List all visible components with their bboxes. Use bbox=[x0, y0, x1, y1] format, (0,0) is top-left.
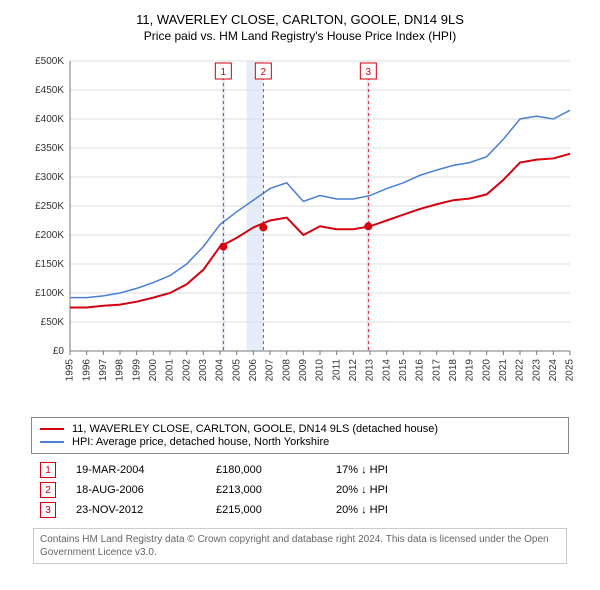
sale-diff: 20% ↓ HPI bbox=[336, 504, 436, 516]
svg-text:£0: £0 bbox=[53, 346, 65, 357]
sale-marker-box: 2 bbox=[40, 482, 56, 498]
sale-date: 18-AUG-2006 bbox=[76, 484, 196, 496]
svg-text:2002: 2002 bbox=[181, 359, 192, 382]
svg-text:£200K: £200K bbox=[35, 230, 64, 241]
legend-swatch bbox=[40, 428, 64, 430]
sale-diff: 17% ↓ HPI bbox=[336, 464, 436, 476]
svg-text:2003: 2003 bbox=[198, 359, 209, 382]
page-subtitle: Price paid vs. HM Land Registry's House … bbox=[10, 29, 590, 43]
svg-text:2000: 2000 bbox=[148, 359, 159, 382]
svg-text:2017: 2017 bbox=[431, 359, 442, 382]
svg-text:2024: 2024 bbox=[548, 359, 559, 382]
svg-text:2022: 2022 bbox=[515, 359, 526, 382]
svg-text:2006: 2006 bbox=[248, 359, 259, 382]
svg-text:2008: 2008 bbox=[281, 359, 292, 382]
svg-text:2023: 2023 bbox=[531, 359, 542, 382]
svg-text:2018: 2018 bbox=[448, 359, 459, 382]
sale-row: 3 23-NOV-2012 £215,000 20% ↓ HPI bbox=[40, 502, 560, 518]
page-title: 11, WAVERLEY CLOSE, CARLTON, GOOLE, DN14… bbox=[10, 12, 590, 27]
svg-text:£450K: £450K bbox=[35, 85, 64, 96]
svg-text:2015: 2015 bbox=[398, 359, 409, 382]
svg-text:£350K: £350K bbox=[35, 143, 64, 154]
svg-text:£100K: £100K bbox=[35, 288, 64, 299]
svg-text:2014: 2014 bbox=[381, 359, 392, 382]
svg-text:2007: 2007 bbox=[265, 359, 276, 382]
svg-text:£500K: £500K bbox=[35, 56, 64, 67]
svg-text:1995: 1995 bbox=[65, 359, 76, 382]
svg-text:2011: 2011 bbox=[331, 359, 342, 381]
svg-text:1996: 1996 bbox=[81, 359, 92, 382]
chart-legend: 11, WAVERLEY CLOSE, CARLTON, GOOLE, DN14… bbox=[31, 417, 569, 454]
svg-text:2019: 2019 bbox=[465, 359, 476, 382]
sales-table: 1 19-MAR-2004 £180,000 17% ↓ HPI 2 18-AUG-200… bbox=[40, 462, 560, 518]
sale-marker-box: 1 bbox=[40, 462, 56, 478]
sale-date: 23-NOV-2012 bbox=[76, 504, 196, 516]
svg-text:2012: 2012 bbox=[348, 359, 359, 382]
svg-text:2010: 2010 bbox=[315, 359, 326, 382]
svg-text:2005: 2005 bbox=[231, 359, 242, 382]
svg-text:£250K: £250K bbox=[35, 201, 64, 212]
legend-item: 11, WAVERLEY CLOSE, CARLTON, GOOLE, DN14… bbox=[40, 423, 560, 435]
svg-text:1997: 1997 bbox=[98, 359, 109, 382]
svg-text:2004: 2004 bbox=[215, 359, 226, 382]
svg-text:2016: 2016 bbox=[415, 359, 426, 382]
svg-text:1999: 1999 bbox=[131, 359, 142, 382]
footer-note: Contains HM Land Registry data © Crown c… bbox=[33, 528, 567, 564]
svg-text:£150K: £150K bbox=[35, 259, 64, 270]
sale-marker-box: 3 bbox=[40, 502, 56, 518]
legend-label: HPI: Average price, detached house, Nort… bbox=[72, 436, 329, 448]
svg-text:2020: 2020 bbox=[481, 359, 492, 382]
sale-diff: 20% ↓ HPI bbox=[336, 484, 436, 496]
svg-text:£50K: £50K bbox=[41, 317, 65, 328]
svg-text:£400K: £400K bbox=[35, 114, 64, 125]
svg-text:2025: 2025 bbox=[565, 359, 576, 382]
svg-text:£300K: £300K bbox=[35, 172, 64, 183]
svg-text:1998: 1998 bbox=[115, 359, 126, 382]
svg-text:2001: 2001 bbox=[165, 359, 176, 382]
svg-text:1: 1 bbox=[221, 67, 227, 78]
sale-price: £180,000 bbox=[216, 464, 316, 476]
sale-date: 19-MAR-2004 bbox=[76, 464, 196, 476]
sale-row: 2 18-AUG-2006 £213,000 20% ↓ HPI bbox=[40, 482, 560, 498]
svg-text:2013: 2013 bbox=[365, 359, 376, 382]
svg-text:3: 3 bbox=[366, 67, 372, 78]
svg-text:2021: 2021 bbox=[498, 359, 509, 382]
svg-text:2: 2 bbox=[261, 67, 267, 78]
svg-text:2009: 2009 bbox=[298, 359, 309, 382]
legend-label: 11, WAVERLEY CLOSE, CARLTON, GOOLE, DN14… bbox=[72, 423, 438, 435]
sale-row: 1 19-MAR-2004 £180,000 17% ↓ HPI bbox=[40, 462, 560, 478]
legend-swatch bbox=[40, 441, 64, 443]
legend-item: HPI: Average price, detached house, Nort… bbox=[40, 436, 560, 448]
price-chart: £0 £50K £100K £150K £200K £250K £300K £350K £400… bbox=[20, 51, 580, 411]
sale-price: £213,000 bbox=[216, 484, 316, 496]
sale-price: £215,000 bbox=[216, 504, 316, 516]
